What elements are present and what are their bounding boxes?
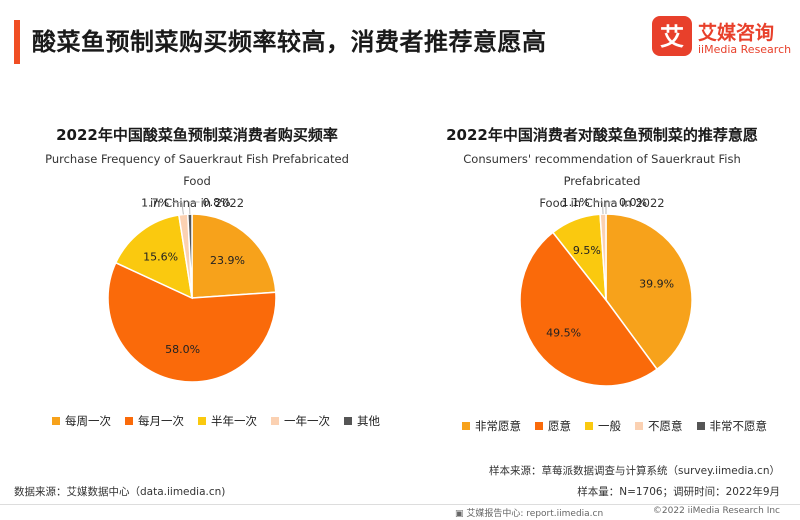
chart2-legend-item-2: 一般 <box>585 418 621 434</box>
logo-name-en: iiMedia Research <box>698 43 792 56</box>
chart1-legend-item-1: 每月一次 <box>125 413 184 429</box>
logo-glyph: 艾 <box>660 23 684 51</box>
chart2-legend-label-0: 非常愿意 <box>475 419 521 433</box>
chart1-pie: 23.9% 58.0% 15.6% 1.7% 0.8% <box>107 196 277 383</box>
chart1-legend-swatch-0 <box>52 417 60 425</box>
chart2-legend-label-4: 非常不愿意 <box>709 419 768 433</box>
chart1-legend: 每周一次 每月一次 半年一次 一年一次 其他 <box>52 413 394 429</box>
chart2-slice-label-2: 9.5% <box>573 244 601 257</box>
footer-divider <box>0 504 800 505</box>
brand-logo: 艾 艾媒咨询 iiMedia Research <box>652 14 792 62</box>
chart1-legend-label-4: 其他 <box>357 414 380 428</box>
footer-report-center-link[interactable]: 艾媒报告中心: report.iimedia.cn <box>466 509 604 519</box>
chart2-legend-item-3: 不愿意 <box>635 418 683 434</box>
chart1-legend-label-3: 一年一次 <box>284 414 330 428</box>
chart2-leader-line-4 <box>605 201 616 214</box>
chart2-slice-label-0: 39.9% <box>639 277 674 290</box>
chart2-slice-label-4: 0.0% <box>619 196 647 209</box>
chart1-subtitle: Purchase Frequency of Sauerkraut Fish Pr… <box>32 148 362 214</box>
logo-name-cn: 艾媒咨询 <box>698 22 775 44</box>
chart1-legend-swatch-3 <box>271 417 279 425</box>
chart2-slice-label-3: 1.1% <box>562 196 590 209</box>
chart2-legend-item-1: 愿意 <box>535 418 571 434</box>
chart2-legend-swatch-3 <box>635 422 643 430</box>
chart1-subtitle-line-2: in China in 2022 <box>149 196 245 210</box>
chart1-leader-line-4 <box>189 201 200 215</box>
chart1-legend-item-4: 其他 <box>344 413 380 429</box>
chart2-legend-item-4: 非常不愿意 <box>696 418 768 434</box>
chart2-slice-1 <box>519 231 659 387</box>
chart2-title: 2022年中国消费者对酸菜鱼预制菜的推荐意愿 <box>446 126 758 144</box>
page-title: 酸菜鱼预制菜购买频率较高，消费者推荐意愿高 <box>32 28 547 56</box>
chart2-legend: 非常愿意 愿意 一般 不愿意 非常不愿意 <box>462 418 781 434</box>
chart1-slice-label-2: 15.6% <box>143 250 178 263</box>
chart1-legend-swatch-4 <box>344 417 352 425</box>
logo-icon: 艾 <box>652 16 692 56</box>
title-accent-bar <box>14 20 20 64</box>
chart1-legend-label-1: 每月一次 <box>138 414 184 428</box>
footer-copyright: ©2022 iiMedia Research Inc <box>652 506 780 516</box>
chart1-legend-item-2: 半年一次 <box>198 413 257 429</box>
chart1-legend-swatch-1 <box>125 417 133 425</box>
chart1-legend-label-0: 每周一次 <box>65 414 111 428</box>
chart1-legend-label-2: 半年一次 <box>211 414 257 428</box>
chart1-legend-item-0: 每周一次 <box>52 413 111 429</box>
chart2-leader-line-3 <box>592 201 604 215</box>
sample-source-note: 样本来源：草莓派数据调查与计算系统（survey.iimedia.cn） <box>489 465 780 477</box>
chart1-slice-label-3: 1.7% <box>141 197 169 210</box>
chart1-leader-line-3 <box>172 202 184 215</box>
chart2-subtitle-line-2: Food in China in 2022 <box>539 196 665 210</box>
chart2-legend-swatch-4 <box>696 422 705 430</box>
chart2-subtitle: Consumers' recommendation of Sauerkraut … <box>437 148 767 214</box>
chart2-legend-label-1: 愿意 <box>548 419 571 433</box>
chart2-slice-0 <box>605 213 693 371</box>
chart1-slice-0 <box>191 213 277 299</box>
chart1-legend-item-3: 一年一次 <box>271 413 330 429</box>
chart2-subtitle-line-1: Consumers' recommendation of Sauerkraut … <box>463 152 741 188</box>
report-center-icon: ▣ <box>455 509 464 519</box>
chart2-legend-label-3: 不愿意 <box>648 419 683 433</box>
chart1-slice-1 <box>107 261 277 383</box>
chart1-slice-label-4: 0.8% <box>203 196 231 209</box>
chart2-legend-swatch-0 <box>462 422 470 430</box>
footer-report-center: ▣ 艾媒报告中心: report.iimedia.cn <box>455 506 603 519</box>
chart1-slice-2 <box>114 214 193 300</box>
chart2-pie: 39.9% 49.5% 9.5% 1.1% 0.0% <box>519 196 693 387</box>
chart2-legend-swatch-1 <box>535 422 543 430</box>
chart1-subtitle-line-1: Purchase Frequency of Sauerkraut Fish Pr… <box>45 152 349 188</box>
chart2-legend-item-0: 非常愿意 <box>462 418 521 434</box>
data-source-note: 数据来源：艾媒数据中心（data.iimedia.cn) <box>14 486 226 498</box>
chart1-title: 2022年中国酸菜鱼预制菜消费者购买频率 <box>56 126 338 144</box>
sample-size-note: 样本量：N=1706；调研时间：2022年9月 <box>577 486 780 498</box>
chart2-legend-label-2: 一般 <box>598 419 621 433</box>
chart1-slice-label-1: 58.0% <box>165 343 200 356</box>
chart2-legend-swatch-2 <box>585 422 593 430</box>
chart1-slice-label-0: 23.9% <box>210 254 245 267</box>
chart1-legend-swatch-2 <box>198 417 206 425</box>
chart2-slice-label-1: 49.5% <box>546 326 581 339</box>
